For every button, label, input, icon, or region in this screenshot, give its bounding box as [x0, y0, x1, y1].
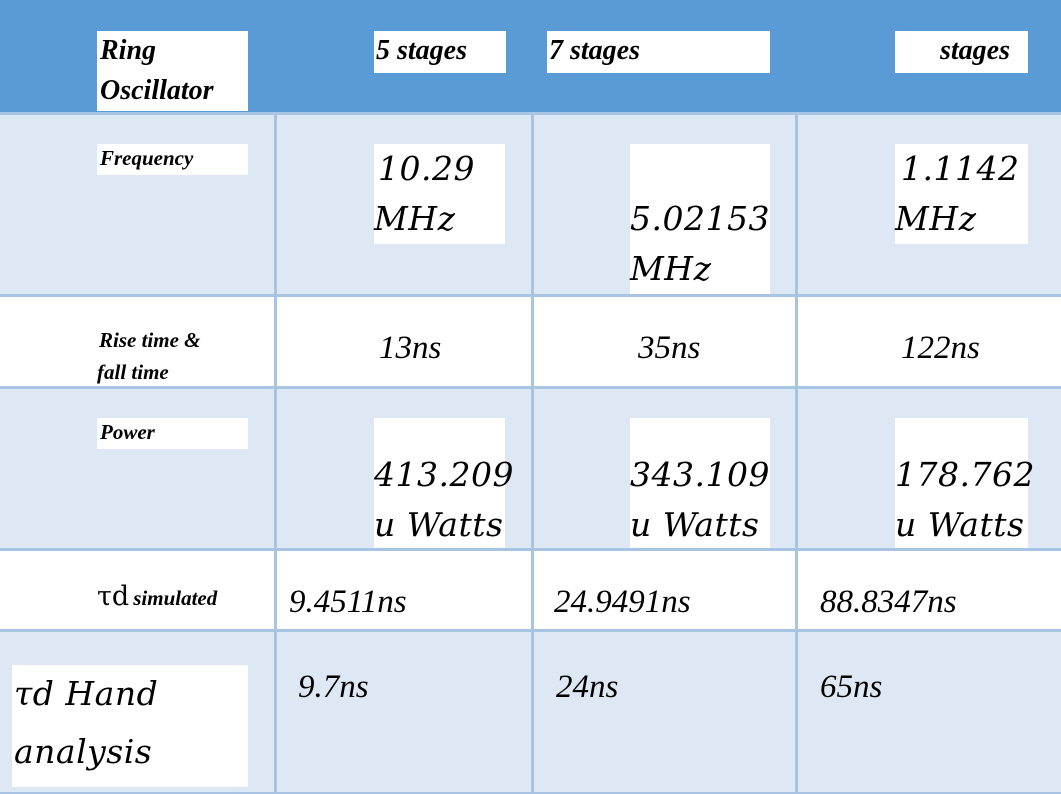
- cell-rise-fall-n: 122ns: [798, 297, 1061, 386]
- row-td-hand: τd Hand analysis 9.7ns 24ns 65ns: [0, 632, 1061, 792]
- td-simulated-n-value: 88.8347ns: [820, 584, 957, 620]
- rise-fall-7-value: 35ns: [638, 330, 701, 366]
- td-hand-label-line1: τd Hand: [14, 674, 159, 713]
- power-5-unit: u Watts: [374, 505, 504, 544]
- cell-power-7: 343.109 u Watts: [534, 389, 795, 548]
- frequency-5-unit: MHz: [374, 199, 456, 238]
- rise-fall-5-value: 13ns: [379, 330, 442, 366]
- cell-rise-fall-7: 35ns: [534, 297, 795, 386]
- rise-fall-label-line1: Rise time &: [99, 328, 201, 352]
- cell-power-label: Power: [0, 389, 274, 548]
- cell-td-simulated-n: 88.8347ns: [798, 551, 1061, 629]
- cell-td-hand-7: 24ns: [534, 632, 795, 792]
- power-label: Power: [100, 420, 155, 444]
- rise-fall-n-value: 122ns: [901, 330, 980, 366]
- row-rise-fall: Rise time & fall time 13ns 35ns 122ns: [0, 297, 1061, 386]
- cell-td-simulated-7: 24.9491ns: [534, 551, 795, 629]
- td-hand-label-line2: analysis: [14, 732, 153, 771]
- power-n-value: 178.762: [895, 455, 1035, 494]
- header-stages-text: stages: [940, 35, 1010, 66]
- power-7-value: 343.109: [630, 455, 770, 494]
- cell-power-n: 178.762 u Watts: [798, 389, 1061, 548]
- td-hand-n-value: 65ns: [820, 669, 883, 705]
- cell-td-simulated-label: τd simulated: [0, 551, 274, 629]
- header-7-stages: 7 stages: [547, 31, 770, 73]
- row-power: Power 413.209 u Watts 343.109 u Watts 17…: [0, 389, 1061, 548]
- td-hand-7-value: 24ns: [556, 669, 619, 705]
- cell-td-simulated-5: 9.4511ns: [277, 551, 531, 629]
- row-td-simulated: τd simulated 9.4511ns 24.9491ns 88.8347n…: [0, 551, 1061, 629]
- rise-fall-label-line2: fall time: [97, 360, 169, 384]
- cell-td-hand-5: 9.7ns: [277, 632, 531, 792]
- frequency-5-value: 10.29: [378, 149, 475, 188]
- power-7-unit: u Watts: [630, 505, 760, 544]
- cell-frequency-7: 5.02153 MHz: [534, 115, 795, 294]
- frequency-7-value: 5.02153: [630, 199, 770, 238]
- td-simulated-5-value: 9.4511ns: [289, 584, 407, 620]
- frequency-label: Frequency: [100, 146, 194, 170]
- header-ring-line1: Ring: [100, 35, 157, 66]
- cell-frequency-n: 1.1142 MHz: [798, 115, 1061, 294]
- cell-rise-fall-label: Rise time & fall time: [0, 297, 274, 386]
- header-5-stages-text: 5 stages: [376, 35, 467, 66]
- frequency-n-value: 1.1142: [901, 149, 1020, 188]
- td-symbol: τd: [97, 581, 130, 612]
- td-simulated-sub: simulated: [133, 586, 218, 610]
- cell-td-hand-n: 65ns: [798, 632, 1061, 792]
- cell-frequency-label: Frequency: [0, 115, 274, 294]
- power-n-unit: u Watts: [895, 505, 1025, 544]
- power-5-value: 413.209: [374, 455, 514, 494]
- header-ring-oscillator: Ring Oscillator: [97, 31, 248, 111]
- header-5-stages: 5 stages: [374, 31, 506, 73]
- cell-power-5: 413.209 u Watts: [277, 389, 531, 548]
- td-simulated-7-value: 24.9491ns: [554, 584, 691, 620]
- cell-rise-fall-5: 13ns: [277, 297, 531, 386]
- frequency-n-unit: MHz: [895, 199, 977, 238]
- header-7-stages-text: 7 stages: [549, 35, 640, 66]
- td-hand-5-value: 9.7ns: [298, 669, 369, 705]
- frequency-7-unit: MHz: [630, 249, 712, 288]
- cell-frequency-5: 10.29 MHz: [277, 115, 531, 294]
- row-frequency: Frequency 10.29 MHz 5.02153 MHz 1.1142 M…: [0, 115, 1061, 294]
- header-row: Ring Oscillator 5 stages 7 stages stages: [0, 0, 1061, 112]
- cell-td-hand-label: τd Hand analysis: [0, 632, 274, 792]
- header-stages: stages: [895, 31, 1028, 73]
- header-ring-line2: Oscillator: [100, 75, 214, 106]
